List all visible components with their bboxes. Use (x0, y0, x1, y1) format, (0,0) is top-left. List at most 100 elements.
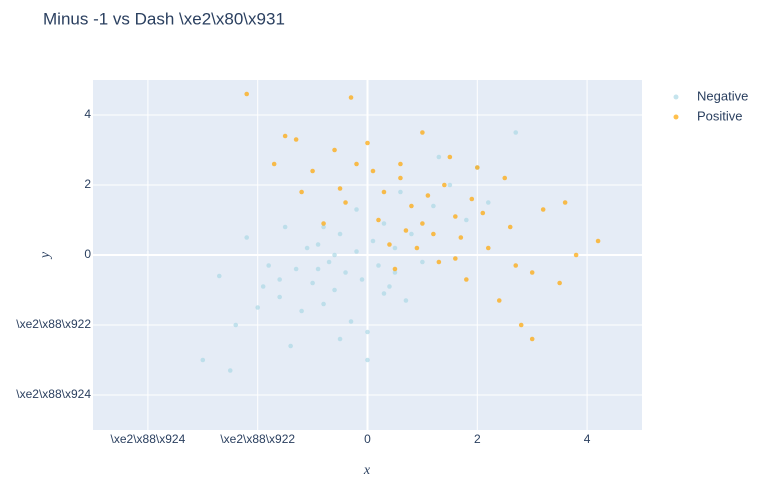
point (469, 196, 475, 202)
point (343, 200, 348, 205)
point (409, 231, 414, 237)
legend: Negative Positive (673, 88, 748, 123)
point (436, 154, 442, 160)
chart-title: Minus -1 vs Dash \xe2\x80\x931 (43, 9, 285, 28)
point (376, 263, 381, 268)
point (414, 245, 420, 251)
point (244, 235, 250, 240)
point (321, 221, 326, 226)
point (518, 322, 524, 328)
point (595, 238, 601, 244)
point (326, 259, 332, 265)
point (255, 305, 260, 310)
x-tick-label: 0 (364, 432, 371, 446)
y-tick-label: \xe2\x88\x924 (16, 387, 91, 401)
point (557, 280, 562, 286)
x-tick-label: \xe2\x88\x922 (220, 432, 295, 446)
point (365, 357, 370, 363)
point (277, 294, 282, 300)
point (398, 175, 403, 181)
point (398, 161, 403, 167)
point (447, 154, 453, 160)
legend-marker (673, 114, 679, 120)
point (310, 168, 315, 174)
y-tick-label: \xe2\x88\x922 (16, 317, 91, 331)
point (370, 168, 376, 174)
point (277, 277, 282, 282)
point (299, 308, 304, 314)
point (354, 161, 359, 167)
point (337, 231, 343, 237)
point (315, 266, 321, 272)
point (365, 329, 370, 335)
point (354, 249, 359, 254)
point (425, 193, 431, 198)
point (403, 298, 409, 303)
point (496, 298, 502, 303)
point (293, 137, 299, 142)
point (233, 322, 239, 328)
x-tick-label: \xe2\x88\x924 (111, 432, 186, 446)
point (485, 200, 491, 205)
point (337, 186, 343, 191)
y-tick-label: 2 (84, 177, 91, 191)
point (464, 277, 469, 282)
legend-marker (673, 94, 679, 100)
point (513, 263, 519, 268)
point (293, 266, 299, 272)
point (480, 210, 486, 216)
point (453, 256, 458, 261)
y-tick-label: 0 (84, 247, 91, 261)
point (266, 263, 271, 268)
point (348, 95, 354, 100)
point (442, 182, 447, 188)
point (321, 224, 326, 230)
point (381, 189, 387, 195)
point (337, 336, 343, 342)
point (513, 130, 519, 135)
point (381, 291, 387, 296)
point (453, 214, 458, 219)
point (370, 238, 376, 244)
point (420, 130, 425, 135)
point (321, 301, 326, 307)
point (387, 284, 392, 289)
point (332, 287, 337, 293)
point (447, 182, 453, 188)
point (288, 343, 293, 349)
point (227, 368, 233, 373)
point (436, 259, 442, 265)
point (365, 140, 370, 146)
point (310, 280, 315, 286)
point (420, 221, 425, 226)
y-axis-title: y (38, 251, 53, 260)
point (282, 133, 288, 139)
point (216, 273, 222, 279)
point (260, 284, 266, 289)
point (200, 357, 206, 363)
point (392, 266, 398, 272)
point (502, 175, 508, 181)
point (529, 270, 535, 275)
x-tick-label: 2 (474, 432, 481, 446)
y-tick-label: 4 (84, 107, 91, 121)
x-tick-label: 4 (584, 432, 591, 446)
point (392, 270, 398, 275)
point (315, 242, 321, 247)
point (403, 228, 409, 233)
point (573, 252, 579, 258)
point (299, 189, 304, 195)
point (348, 319, 354, 324)
point (540, 207, 546, 212)
point (354, 207, 359, 212)
grid (93, 80, 642, 430)
point (332, 147, 337, 153)
point (431, 231, 436, 237)
point (392, 245, 398, 251)
point (409, 203, 414, 209)
legend-label: Positive (697, 108, 743, 123)
point (398, 189, 403, 195)
point (464, 217, 469, 223)
point (271, 161, 277, 167)
point (431, 203, 436, 209)
